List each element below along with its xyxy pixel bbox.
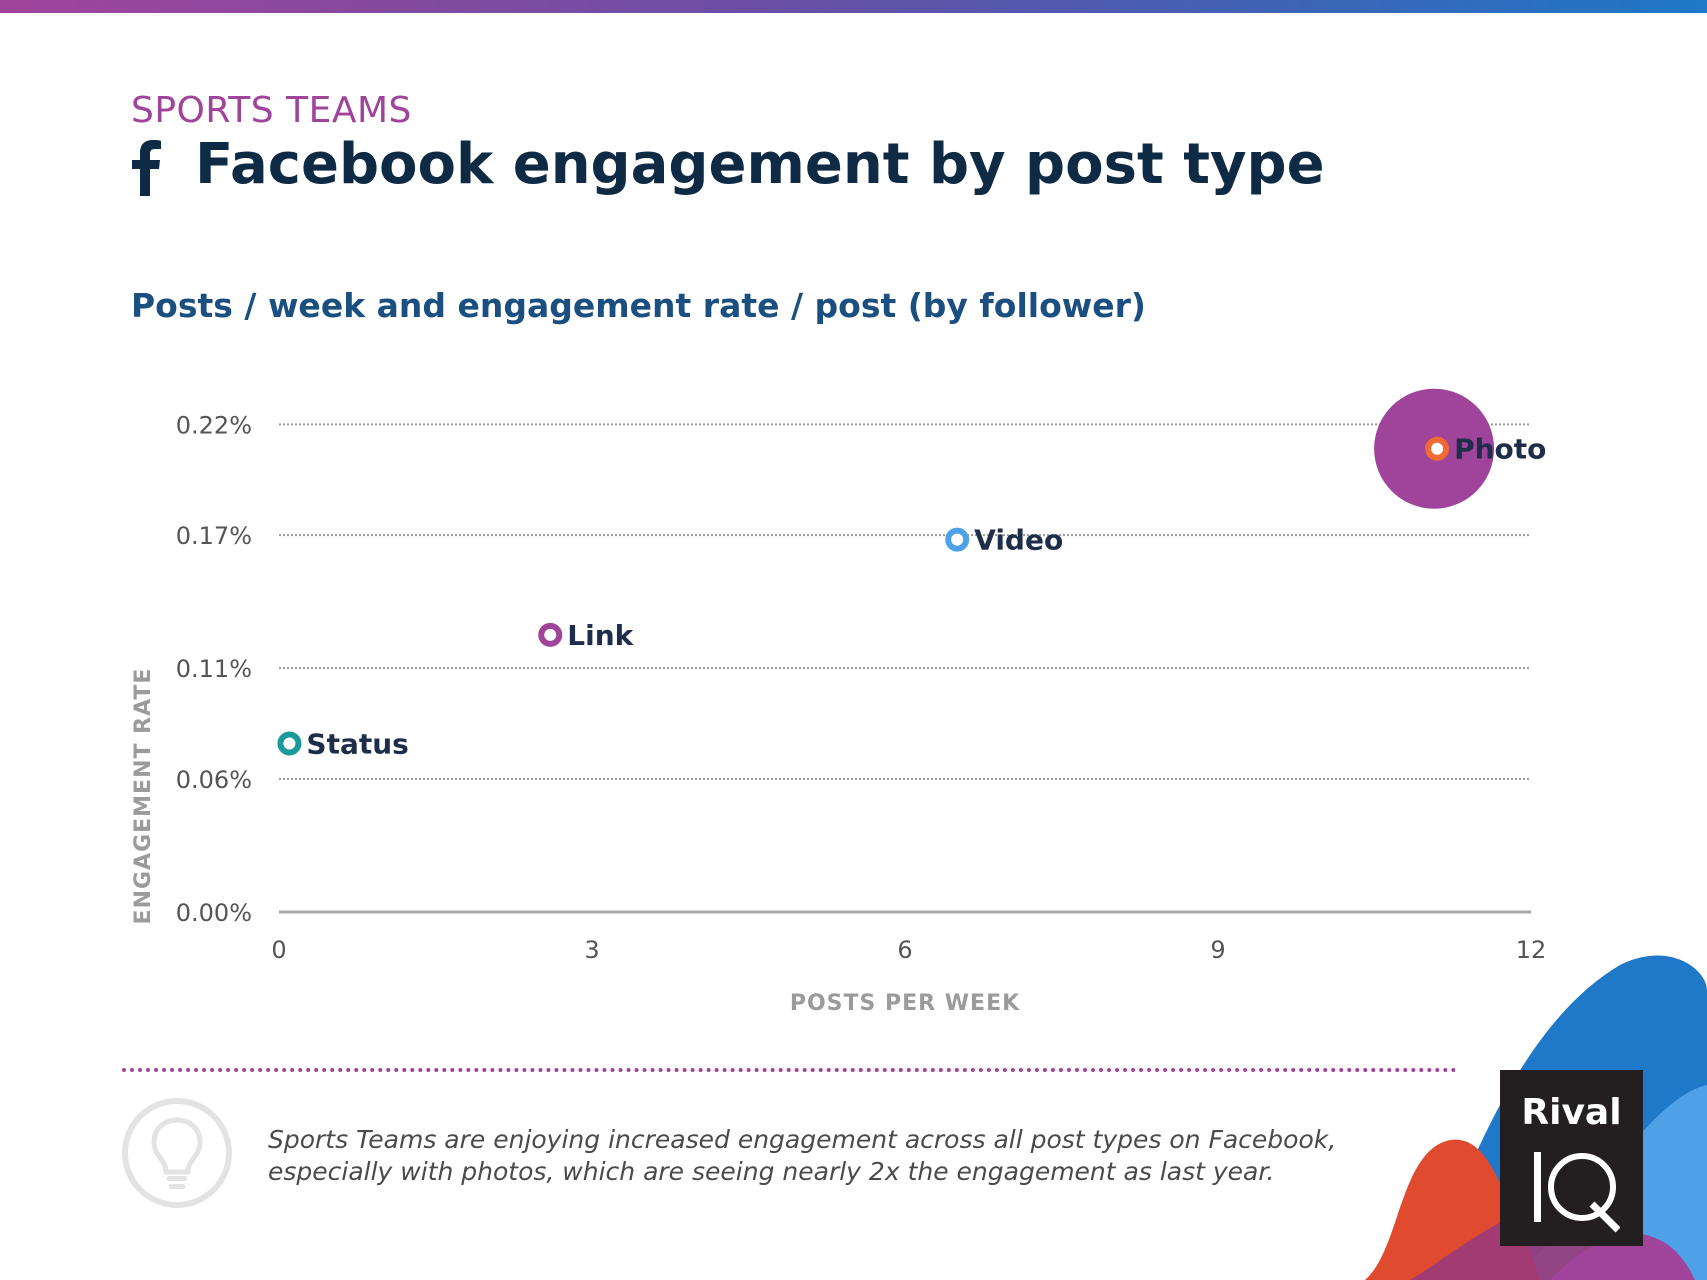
point-label: Video [974,524,1063,557]
x-tick-label: 0 [271,936,286,964]
logo-rival-text: Rival [1521,1092,1622,1133]
point-label: Photo [1454,433,1546,466]
y-tick-label: 0.17% [176,522,252,550]
point-label: Link [567,619,634,652]
y-tick-label: 0.22% [176,411,252,439]
chart-subtitle: Posts / week and engagement rate / post … [131,286,1146,325]
data-point [945,527,970,552]
rival-iq-logo: Rival [1500,1070,1643,1246]
data-point [538,622,563,647]
x-tick-label: 6 [897,936,912,964]
y-tick-label: 0.11% [176,655,252,683]
top-gradient-bar [0,0,1707,13]
scatter-chart: 0.00% 0.06% 0.11% 0.17% 0.22% 0 3 6 9 12 POSTS PER… [131,388,1547,1016]
insight-text: Sports Teams are enjoying increased enga… [268,1125,1337,1186]
page-title: Facebook engagement by post type [195,132,1325,197]
y-tick-label: 0.06% [176,766,252,794]
x-tick-label: 9 [1210,936,1225,964]
logo-iq-mark [1534,1152,1620,1233]
x-tick-label: 12 [1516,936,1547,964]
section-divider [122,1068,1457,1072]
x-axis-title: POSTS PER WEEK [790,991,1020,1016]
category-label: SPORTS TEAMS [131,90,412,131]
y-axis-title: ENGAGEMENT RATE [131,668,156,925]
x-tick-label: 3 [584,936,599,964]
point-label: Status [306,728,408,761]
facebook-icon [132,140,161,196]
lightbulb-icon [122,1098,232,1208]
data-point [1425,436,1450,461]
y-tick-label: 0.00% [176,899,252,927]
data-point [277,731,302,756]
